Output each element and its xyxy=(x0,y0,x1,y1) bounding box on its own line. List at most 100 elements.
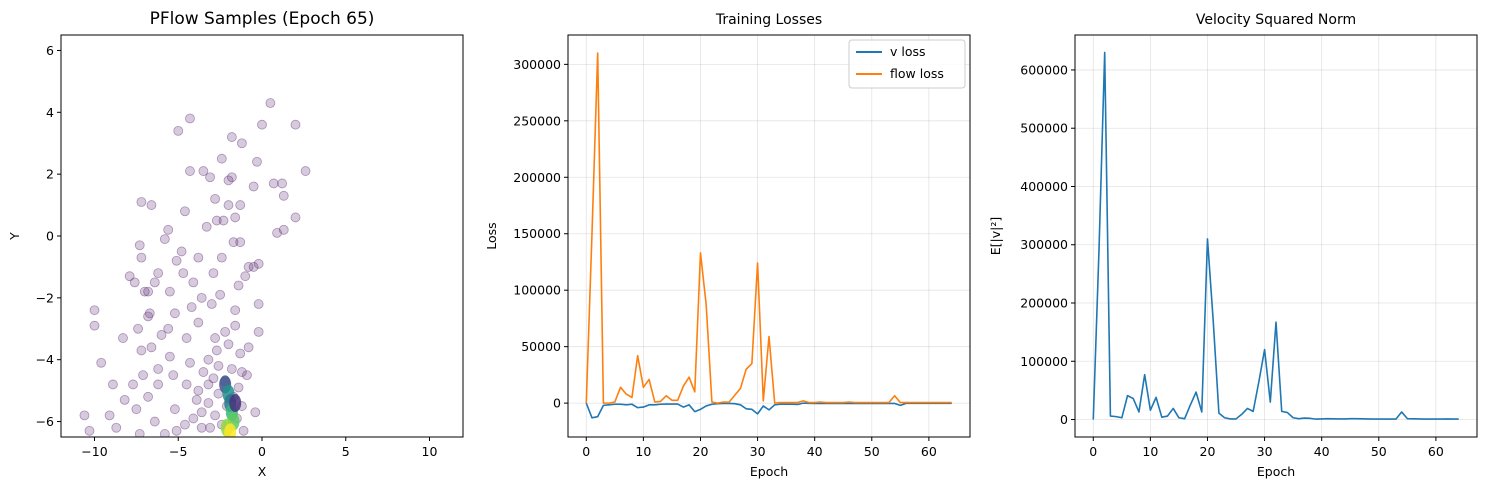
scatter-point xyxy=(248,181,259,192)
scatter-point xyxy=(193,317,204,328)
chart-title: Training Losses xyxy=(715,12,822,28)
scatter-point xyxy=(243,342,254,353)
scatter-point xyxy=(242,370,252,381)
x-axis-label: X xyxy=(258,464,267,479)
x-tick-label: 10 xyxy=(1142,444,1158,459)
scatter-point xyxy=(216,153,227,164)
scatter-point xyxy=(89,320,100,331)
scatter-point xyxy=(111,422,122,433)
scatter-point xyxy=(235,237,246,248)
x-tick-label: 40 xyxy=(1314,444,1330,459)
density-point xyxy=(229,393,242,412)
scatter-point xyxy=(208,268,219,279)
scatter-point xyxy=(205,422,215,433)
scatter-point xyxy=(226,132,237,142)
scatter-point xyxy=(146,342,157,353)
scatter-point xyxy=(213,360,224,371)
density-point xyxy=(224,423,237,437)
x-tick-label: 30 xyxy=(750,444,766,459)
scatter-point xyxy=(159,429,170,437)
scatter-point xyxy=(236,367,247,377)
scatter-point xyxy=(164,286,175,297)
scatter-point xyxy=(169,404,180,415)
y-tick-label: 600000 xyxy=(1020,62,1068,77)
scatter-point xyxy=(133,323,143,334)
scatter-point xyxy=(223,175,234,186)
scatter-point xyxy=(228,237,239,248)
scatter-point xyxy=(168,370,179,381)
x-tick-label: 10 xyxy=(635,444,651,459)
scatter-point xyxy=(235,200,246,210)
series-lines xyxy=(1092,51,1459,420)
scatter-point xyxy=(230,320,241,331)
scatter-point xyxy=(144,308,155,319)
y-tick-label: 50000 xyxy=(521,339,561,354)
y-tick-label: −4 xyxy=(36,352,54,367)
y-tick-label: −2 xyxy=(36,290,54,305)
scatter-point xyxy=(138,370,148,381)
x-tick-label: 60 xyxy=(1428,444,1444,459)
y-tick-label: 500000 xyxy=(1020,121,1068,136)
scatter-point xyxy=(223,339,234,350)
scatter-point xyxy=(201,221,212,232)
scatter-point xyxy=(240,271,251,282)
x-tick-label: 30 xyxy=(1257,444,1273,459)
scatter-point xyxy=(272,228,282,238)
scatter-point xyxy=(156,330,167,340)
scatter-point xyxy=(136,197,147,207)
scatter-point xyxy=(163,224,174,235)
y-axis-label: E[|v|²] xyxy=(988,217,1003,255)
x-ticks: 0 10 20 30 40 50 60 xyxy=(582,437,937,459)
scatter-point xyxy=(191,394,202,405)
scatter-points xyxy=(79,98,311,437)
y-tick-label: 300000 xyxy=(1020,237,1068,252)
scatter-point xyxy=(210,193,221,204)
scatter-point xyxy=(124,271,135,282)
scatter-point xyxy=(253,299,264,309)
plot-frame xyxy=(567,34,971,438)
scatter-point xyxy=(223,200,234,210)
scatter-point xyxy=(104,410,115,421)
scatter-point xyxy=(153,364,164,374)
chart-title: Velocity Squared Norm xyxy=(1196,12,1356,28)
y-tick-label: 4 xyxy=(46,105,54,120)
y-tick-label: 0 xyxy=(46,229,54,244)
scatter-point xyxy=(164,351,175,362)
scatter-point xyxy=(146,200,157,210)
y-ticks: −6 −4 −2 0 2 4 6 xyxy=(36,43,61,429)
scatter-point xyxy=(193,252,204,263)
x-tick-label: 20 xyxy=(1200,444,1216,459)
y-tick-label: 0 xyxy=(1060,412,1068,427)
scatter-point xyxy=(139,286,150,297)
scatter-point xyxy=(79,410,90,421)
scatter-point xyxy=(215,289,226,300)
scatter-point xyxy=(211,345,222,356)
scatter-point xyxy=(119,394,130,405)
scatter-point xyxy=(143,391,154,402)
scatter-point xyxy=(181,333,192,343)
scatter-point xyxy=(203,379,214,390)
scatter-point xyxy=(180,206,190,217)
x-tick-label: 50 xyxy=(864,444,880,459)
scatter-point xyxy=(153,379,164,390)
y-tick-label: 100000 xyxy=(513,283,561,298)
plot-frame xyxy=(60,34,464,438)
scatter-point xyxy=(278,190,289,201)
y-tick-label: 150000 xyxy=(513,226,561,241)
x-ticks: −10 −5 0 5 10 xyxy=(81,437,437,459)
scatter-point xyxy=(277,178,288,189)
x-tick-label: 20 xyxy=(693,444,709,459)
scatter-point xyxy=(248,262,259,272)
scatter-point xyxy=(233,280,244,291)
scatter-point xyxy=(198,367,209,377)
legend: v loss flow loss xyxy=(848,39,966,89)
x-tick-label: 0 xyxy=(1089,444,1097,459)
scatter-point xyxy=(176,246,187,257)
scatter-point xyxy=(134,429,145,437)
scatter-point xyxy=(96,357,107,368)
scatter-point xyxy=(196,422,207,433)
scatter-point xyxy=(210,333,221,343)
x-tick-label: −10 xyxy=(81,444,107,459)
scatter-point xyxy=(257,119,267,130)
